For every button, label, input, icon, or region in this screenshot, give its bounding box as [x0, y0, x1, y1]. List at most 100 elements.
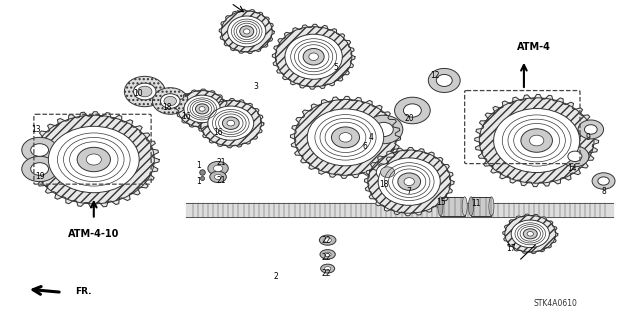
Ellipse shape — [275, 27, 352, 87]
Ellipse shape — [568, 151, 582, 161]
Text: FR.: FR. — [75, 286, 91, 295]
Text: 10: 10 — [134, 89, 143, 98]
Ellipse shape — [244, 29, 250, 34]
Ellipse shape — [505, 215, 556, 252]
Polygon shape — [475, 94, 598, 187]
Ellipse shape — [521, 129, 552, 152]
Ellipse shape — [584, 125, 597, 134]
Text: 6: 6 — [362, 142, 367, 151]
Ellipse shape — [332, 127, 360, 148]
Ellipse shape — [208, 161, 228, 175]
Text: 9: 9 — [585, 133, 590, 142]
Bar — [440, 197, 465, 216]
Text: 11: 11 — [472, 199, 481, 208]
Ellipse shape — [221, 11, 272, 52]
Ellipse shape — [33, 115, 154, 204]
Ellipse shape — [77, 147, 111, 172]
Ellipse shape — [365, 115, 403, 144]
Ellipse shape — [134, 83, 156, 100]
Ellipse shape — [324, 267, 331, 271]
Ellipse shape — [324, 238, 332, 242]
Ellipse shape — [578, 120, 604, 139]
Ellipse shape — [376, 164, 399, 181]
Ellipse shape — [404, 178, 414, 186]
Ellipse shape — [210, 171, 227, 182]
Ellipse shape — [22, 137, 58, 163]
Ellipse shape — [339, 133, 352, 142]
Ellipse shape — [222, 117, 239, 130]
Text: 16: 16 — [213, 128, 223, 137]
Polygon shape — [176, 89, 228, 129]
Ellipse shape — [403, 104, 421, 117]
Text: 21: 21 — [216, 158, 226, 167]
Ellipse shape — [438, 197, 443, 216]
Ellipse shape — [489, 197, 494, 216]
Text: 4: 4 — [369, 133, 373, 142]
Text: 18: 18 — [379, 180, 388, 189]
Ellipse shape — [152, 88, 188, 114]
Polygon shape — [28, 112, 159, 207]
Ellipse shape — [479, 98, 594, 183]
Text: 1: 1 — [196, 161, 202, 170]
Ellipse shape — [529, 135, 544, 146]
Ellipse shape — [511, 220, 549, 248]
Ellipse shape — [161, 94, 180, 108]
Ellipse shape — [380, 167, 395, 177]
Ellipse shape — [320, 250, 335, 259]
Ellipse shape — [208, 106, 253, 140]
Ellipse shape — [527, 232, 534, 236]
Bar — [471, 197, 492, 216]
Ellipse shape — [493, 108, 580, 173]
Ellipse shape — [307, 109, 384, 166]
Polygon shape — [219, 9, 275, 54]
Polygon shape — [273, 24, 355, 89]
Ellipse shape — [164, 96, 177, 106]
Ellipse shape — [598, 177, 609, 185]
Ellipse shape — [378, 158, 440, 205]
Ellipse shape — [367, 157, 408, 187]
Ellipse shape — [178, 91, 227, 127]
Ellipse shape — [309, 53, 319, 61]
Ellipse shape — [524, 229, 538, 239]
Ellipse shape — [592, 173, 615, 189]
Text: 20: 20 — [404, 114, 414, 123]
Ellipse shape — [374, 122, 394, 137]
Polygon shape — [364, 147, 454, 216]
Text: 21: 21 — [216, 175, 226, 185]
Text: 3: 3 — [254, 82, 259, 91]
Ellipse shape — [195, 104, 209, 114]
Ellipse shape — [462, 197, 467, 216]
Text: 18: 18 — [163, 103, 172, 112]
Ellipse shape — [428, 69, 460, 93]
Text: 15: 15 — [436, 198, 446, 207]
Ellipse shape — [86, 154, 101, 165]
Ellipse shape — [214, 174, 222, 180]
Text: 1: 1 — [196, 177, 202, 186]
Text: 2: 2 — [273, 272, 278, 281]
Text: 22: 22 — [322, 269, 331, 278]
Ellipse shape — [285, 34, 342, 79]
Text: 17: 17 — [506, 243, 516, 253]
Text: ATM-4-10: ATM-4-10 — [68, 229, 120, 239]
Ellipse shape — [124, 76, 165, 107]
Ellipse shape — [303, 48, 324, 65]
Ellipse shape — [368, 150, 451, 213]
Ellipse shape — [394, 97, 430, 124]
Text: 5: 5 — [333, 63, 339, 72]
Ellipse shape — [398, 173, 420, 190]
Text: 16: 16 — [181, 112, 191, 121]
Text: 7: 7 — [407, 187, 412, 196]
Ellipse shape — [227, 120, 235, 126]
Text: 22: 22 — [322, 236, 331, 245]
Ellipse shape — [228, 16, 266, 47]
Ellipse shape — [22, 156, 58, 182]
Ellipse shape — [214, 165, 223, 172]
Text: 8: 8 — [601, 187, 606, 196]
Ellipse shape — [31, 144, 49, 156]
Ellipse shape — [324, 252, 331, 256]
Ellipse shape — [31, 163, 49, 175]
Ellipse shape — [240, 26, 253, 37]
Text: ATM-4: ATM-4 — [516, 42, 550, 52]
Ellipse shape — [199, 107, 205, 111]
Ellipse shape — [200, 100, 261, 146]
